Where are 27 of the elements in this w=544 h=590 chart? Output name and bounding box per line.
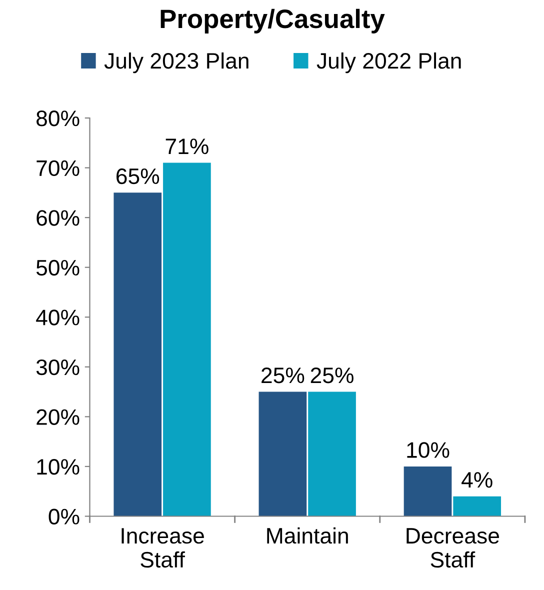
y-tick-label: 20% [36, 409, 80, 425]
bar [404, 466, 452, 516]
y-tick-label: 30% [36, 359, 80, 376]
data-label: 71% [166, 138, 208, 154]
chart-title: Property/Casualty [160, 8, 385, 34]
y-tick-label: 50% [36, 260, 80, 276]
y-tick-label: 80% [36, 110, 80, 126]
data-label: 25% [310, 368, 354, 384]
y-tick-label: 10% [37, 459, 80, 475]
data-label: 4% [462, 472, 492, 488]
legend-label: July 2022 Plan [316, 52, 461, 74]
y-tick-label: 70% [36, 160, 80, 176]
bar [163, 162, 211, 516]
data-label: 65% [116, 168, 160, 184]
x-tick-label: Maintain [267, 527, 348, 544]
bar [258, 392, 307, 516]
y-tick-label: 0% [48, 508, 80, 525]
bar [308, 392, 356, 516]
y-tick-label: 60% [36, 210, 80, 226]
bar [114, 192, 162, 516]
y-tick-label: 40% [36, 310, 80, 326]
legend-label: July 2023 Plan [104, 52, 248, 74]
bar [453, 496, 502, 516]
data-label: 10% [407, 442, 450, 458]
x-tick-label: Decrease Staff [406, 528, 499, 568]
x-tick-label: Increase Staff [122, 528, 204, 568]
data-label: 25% [262, 368, 304, 384]
